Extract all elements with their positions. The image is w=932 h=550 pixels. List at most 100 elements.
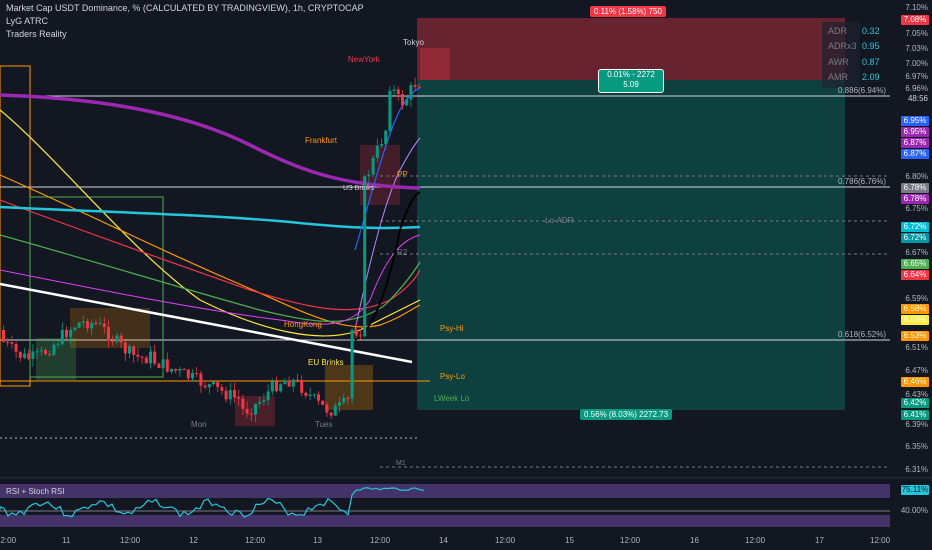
candle-body <box>237 397 241 399</box>
candle-body <box>27 353 31 359</box>
candle-body <box>279 384 283 392</box>
candle-body <box>10 342 14 344</box>
candle-body <box>338 402 341 406</box>
candle-body <box>291 379 295 387</box>
price-tag: 6.58% <box>901 304 929 314</box>
time-axis-label: 12:00 <box>245 536 266 545</box>
candle-body <box>346 397 350 399</box>
time-axis-label: 12:00 <box>120 536 141 545</box>
price-axis[interactable]: 7.10% 7.05% 7.03% 7.00% 6.97% 6.96% 48:5… <box>890 0 932 478</box>
candle-body <box>165 359 169 372</box>
candle-body <box>31 351 35 359</box>
ema-cyan-line <box>0 205 421 230</box>
candle-body <box>60 329 64 344</box>
price-tag: 6.65% <box>901 259 929 269</box>
candle-body <box>2 330 5 342</box>
candle-body <box>405 99 409 106</box>
candle-body <box>170 368 173 372</box>
candle-body <box>203 385 207 388</box>
candle-body <box>44 350 47 354</box>
candle-body <box>174 368 178 371</box>
candle-body <box>312 394 316 396</box>
candle-body <box>384 130 388 145</box>
lo-adr-label: Lo-ADR <box>545 216 574 225</box>
mon-label: Mon <box>191 420 207 429</box>
price-axis-label: 6.35% <box>905 442 928 451</box>
rsi-label[interactable]: RSI + Stoch RSI <box>6 487 65 496</box>
candle-body <box>94 322 98 324</box>
ema-pink-line <box>0 234 421 325</box>
candle-body <box>149 351 152 364</box>
candle-body <box>207 384 211 388</box>
candle-body <box>161 359 165 368</box>
symbol-title[interactable]: Market Cap USDT Dominance, % (CALCULATED… <box>6 3 364 13</box>
candle-body <box>283 380 287 385</box>
white-trendline[interactable] <box>0 282 413 364</box>
fib-618-label: 0.618(6.52%) <box>838 330 887 339</box>
green-session-box <box>29 196 164 378</box>
price-tag: 6.72% <box>901 233 929 243</box>
psy-lo-label: Psy-Lo <box>440 372 465 381</box>
tokyo-label: Tokyo <box>403 38 424 47</box>
time-axis-label: 12:00 <box>745 536 766 545</box>
candle-body <box>224 390 228 400</box>
price-tag: 6.56% <box>901 315 929 325</box>
awr-name: AWR <box>828 57 849 67</box>
candle-body <box>123 342 127 354</box>
awr-value: 0.87 <box>862 57 880 67</box>
candle-body <box>258 401 262 404</box>
take-profit-zone[interactable] <box>417 80 845 410</box>
ema-orange-line <box>0 174 421 328</box>
candle-body <box>275 381 278 392</box>
rsi-line <box>0 487 425 518</box>
candle-body <box>132 346 136 355</box>
candle-body <box>342 397 346 403</box>
candle-body <box>287 380 291 387</box>
ema-purple-line <box>0 93 421 190</box>
candle-body <box>35 351 39 353</box>
candle-body <box>325 404 329 413</box>
candle-body <box>392 89 396 91</box>
candle-body <box>388 90 392 131</box>
price-axis-label: 7.03% <box>905 44 928 53</box>
time-axis-label: 16 <box>690 536 699 545</box>
candle-body <box>69 329 73 338</box>
candle-body <box>98 323 102 325</box>
fib-786-label: 0.786(6.76%) <box>838 177 887 186</box>
candle-body <box>413 85 417 87</box>
price-axis-label: 6.67% <box>905 248 928 257</box>
adr-name: ADR <box>828 26 848 36</box>
indicator-traders-reality[interactable]: Traders Reality <box>6 29 67 39</box>
time-axis[interactable]: 12:00 11 12:00 12 12:00 13 12:00 14 12:0… <box>0 530 932 550</box>
candle-body <box>241 398 245 409</box>
session-box-4 <box>325 365 373 410</box>
price-tag: 6.64% <box>901 270 929 280</box>
time-axis-label: 11 <box>62 536 71 545</box>
adr-panel-bg <box>822 22 860 88</box>
ema-yellow-line <box>0 109 421 337</box>
time-axis-label: 14 <box>439 536 448 545</box>
candle-body <box>304 392 308 396</box>
candle-body <box>317 394 320 401</box>
ema-green-line <box>0 234 421 322</box>
candle-body <box>216 382 220 388</box>
price-axis-label: 6.80% <box>905 172 928 181</box>
tues-label: Tues <box>315 420 333 429</box>
candle-body <box>270 381 274 392</box>
price-tag: 6.78% <box>901 183 929 193</box>
rsi-overbought-band <box>0 484 890 498</box>
time-axis-label: 12:00 <box>0 536 17 545</box>
candle-body <box>178 369 182 371</box>
candle-body <box>102 323 106 328</box>
session-box-6 <box>420 48 450 80</box>
entry-label[interactable]: 0.01% - 2272 5.09 <box>598 69 664 93</box>
indicator-lyg-atrc[interactable]: LyG ATRC <box>6 16 49 26</box>
candle-body <box>195 372 199 374</box>
hongkong-label: HongKong <box>284 320 322 329</box>
price-axis-label: 7.00% <box>905 59 928 68</box>
time-axis-label: 12:00 <box>495 536 516 545</box>
candle-body <box>119 335 123 343</box>
candle-body <box>90 322 94 329</box>
candle-body <box>371 157 375 175</box>
